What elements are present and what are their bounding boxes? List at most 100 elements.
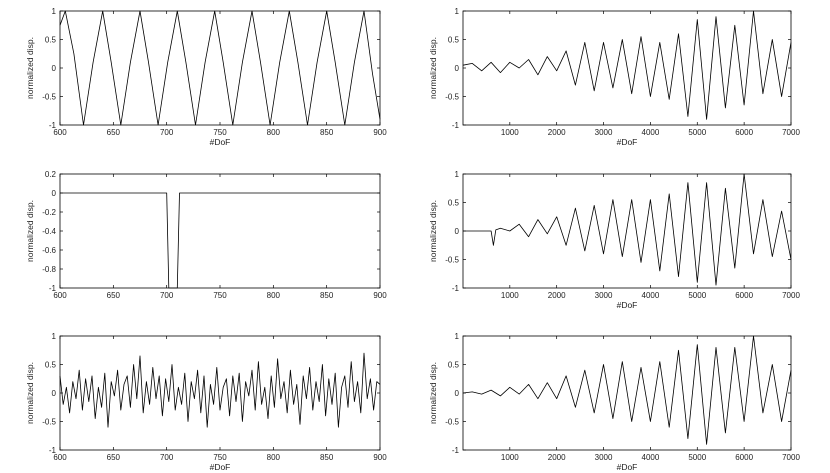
x-tick-label: 6000 — [735, 128, 753, 137]
chart-panel-5: 600 650 700 750 800 850 900 -1 -0.5 0 0.5 1 #DoF norm… — [25, 332, 387, 472]
y-tick-label: 0.5 — [448, 199, 460, 208]
x-tick-label: 7000 — [782, 291, 800, 300]
y-tick-label: 0 — [52, 64, 57, 73]
x-tick-label: 750 — [213, 128, 227, 137]
y-tick-label: -0.4 — [42, 227, 56, 236]
y-tick-label: 0.5 — [45, 36, 57, 45]
x-tick-label: 6000 — [735, 291, 753, 300]
chart-panel-3: 600 650 700 750 800 850 900 -1 -0.8 -0.6 -0.4 -0.2 0… — [25, 170, 387, 300]
x-tick-label: 7000 — [782, 453, 800, 462]
axes-frame — [462, 173, 792, 289]
series-line — [463, 173, 792, 286]
y-tick-label: -1 — [49, 121, 57, 130]
x-tick-label: 1000 — [501, 453, 519, 462]
x-tick-label: 2000 — [548, 453, 566, 462]
x-tick-label: 650 — [107, 291, 121, 300]
y-axis-label: normalized disp. — [428, 37, 438, 99]
x-axis-label: #DoF — [210, 462, 231, 472]
y-axis-label: normalized disp. — [428, 200, 438, 262]
x-tick-label: 2000 — [548, 128, 566, 137]
y-tick-label: 1 — [455, 332, 460, 341]
x-tick-label: 900 — [373, 128, 387, 137]
x-tick-label: 800 — [267, 453, 281, 462]
y-tick-label: -0.5 — [445, 418, 459, 427]
x-tick-label: 650 — [107, 128, 121, 137]
x-tick-label: 800 — [267, 128, 281, 137]
y-tick-label: 0 — [455, 64, 460, 73]
y-tick-label: 0.5 — [448, 361, 460, 370]
series-line — [59, 10, 381, 126]
chart-panel-2: 1000 2000 3000 4000 5000 6000 7000 -1 -0.5 0 0.5 1 #… — [428, 7, 800, 147]
x-tick-label: 700 — [160, 453, 174, 462]
x-tick-label: 5000 — [688, 291, 706, 300]
x-tick-label: 750 — [213, 453, 227, 462]
x-tick-label: 600 — [53, 291, 67, 300]
y-tick-label: -1 — [452, 284, 460, 293]
x-axis-label: #DoF — [617, 462, 638, 472]
y-tick-label: -0.5 — [445, 93, 459, 102]
x-tick-label: 600 — [53, 453, 67, 462]
y-tick-label: 0 — [455, 227, 460, 236]
x-tick-label: 1000 — [501, 128, 519, 137]
chart-panel-6: 1000 2000 3000 4000 5000 6000 7000 -1 -0.5 0 0.5 1 #… — [428, 332, 800, 472]
y-tick-label: -0.6 — [42, 246, 56, 255]
y-axis-label: normalized disp. — [428, 362, 438, 424]
axes-frame — [59, 10, 381, 126]
series-line — [59, 352, 381, 428]
x-tick-label: 3000 — [595, 128, 613, 137]
x-axis-label: #DoF — [210, 137, 231, 147]
x-tick-label: 850 — [320, 453, 334, 462]
x-tick-label: 3000 — [595, 453, 613, 462]
x-tick-label: 800 — [267, 291, 281, 300]
x-tick-label: 4000 — [642, 291, 660, 300]
x-tick-label: 3000 — [595, 291, 613, 300]
x-tick-label: 4000 — [642, 128, 660, 137]
y-tick-label: 1 — [52, 332, 57, 341]
y-tick-label: -0.8 — [42, 265, 56, 274]
y-tick-label: -1 — [49, 446, 57, 455]
x-tick-label: 900 — [373, 453, 387, 462]
x-tick-label: 1000 — [501, 291, 519, 300]
y-tick-label: 1 — [455, 7, 460, 16]
y-axis-label: normalized disp. — [25, 362, 35, 424]
y-axis-label: normalized disp. — [25, 200, 35, 262]
x-axis-label: #DoF — [617, 137, 638, 147]
y-tick-label: -1 — [452, 446, 460, 455]
x-tick-label: 7000 — [782, 128, 800, 137]
y-tick-label: 0.5 — [448, 36, 460, 45]
x-tick-label: 900 — [373, 291, 387, 300]
axes-frame — [59, 335, 381, 451]
chart-panel-1: 600 650 700 750 800 850 900 -1 -0.5 0 0.5 1 #DoF norm… — [25, 7, 387, 147]
x-tick-label: 600 — [53, 128, 67, 137]
x-tick-label: 5000 — [688, 453, 706, 462]
x-tick-label: 6000 — [735, 453, 753, 462]
y-tick-label: -0.5 — [42, 93, 56, 102]
y-tick-label: -0.5 — [42, 418, 56, 427]
y-tick-label: -1 — [49, 284, 57, 293]
chart-panel-4: 1000 2000 3000 4000 5000 6000 7000 -1 -0.5 0 0.5 1 #… — [428, 170, 800, 310]
x-tick-label: 750 — [213, 291, 227, 300]
y-tick-label: 1 — [455, 170, 460, 179]
axes-frame — [59, 173, 381, 289]
x-axis-label: #DoF — [617, 300, 638, 310]
y-tick-label: -0.2 — [42, 208, 56, 217]
y-tick-label: 0.5 — [45, 361, 57, 370]
series-line — [60, 192, 380, 289]
y-tick-label: 0 — [52, 189, 57, 198]
x-tick-label: 2000 — [548, 291, 566, 300]
y-tick-label: 1 — [52, 7, 57, 16]
y-tick-label: -0.5 — [445, 256, 459, 265]
y-axis-label: normalized disp. — [25, 37, 35, 99]
x-tick-label: 650 — [107, 453, 121, 462]
x-tick-label: 4000 — [642, 453, 660, 462]
series-line — [462, 335, 792, 445]
x-tick-label: 700 — [160, 128, 174, 137]
series-line — [462, 10, 792, 120]
y-tick-label: 0 — [52, 389, 57, 398]
y-tick-label: -1 — [452, 121, 460, 130]
x-tick-label: 850 — [320, 291, 334, 300]
y-tick-label: 0 — [455, 389, 460, 398]
x-tick-label: 850 — [320, 128, 334, 137]
x-tick-label: 700 — [160, 291, 174, 300]
